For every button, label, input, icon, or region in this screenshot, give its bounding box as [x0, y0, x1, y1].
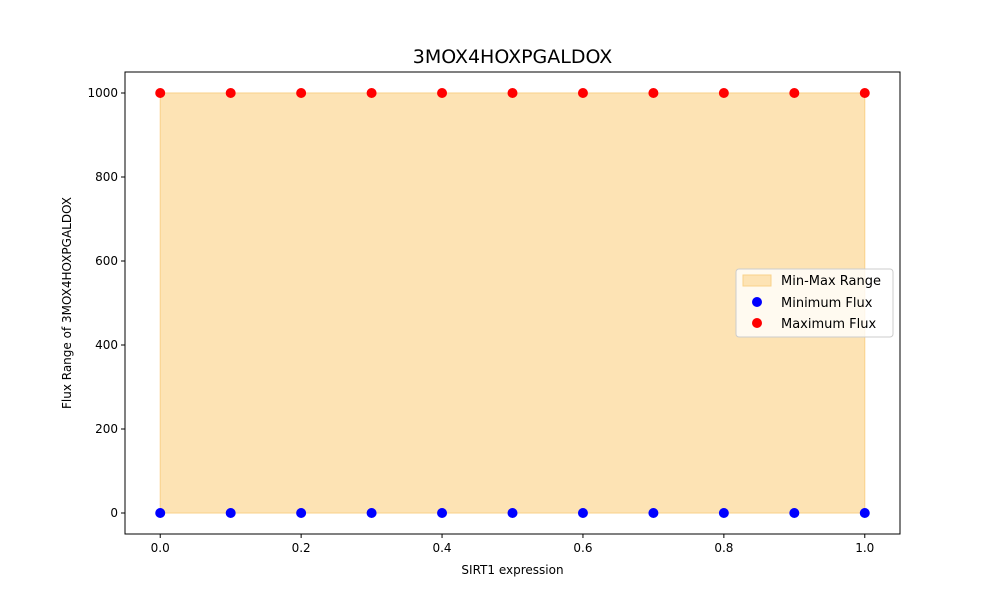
minimum-flux-point-10	[859, 508, 870, 518]
chart-title: 3MOX4HOXPGALDOX	[413, 46, 613, 68]
legend-fill-swatch	[742, 274, 772, 287]
maximum-flux-point-5	[507, 88, 518, 98]
x-tick-label-3: 0.6	[573, 541, 592, 555]
y-axis-label: Flux Range of 3MOX4HOXPGALDOX	[60, 197, 74, 409]
minimum-flux-point-0	[155, 508, 166, 518]
legend-marker-minimum-flux	[752, 297, 762, 307]
maximum-flux-point-7	[648, 88, 659, 98]
axes-frame	[124, 71, 901, 535]
maximum-flux-point-8	[718, 88, 729, 98]
x-axis-label: SIRT1 expression	[461, 563, 563, 577]
y-tick-label-2: 400	[95, 338, 118, 352]
maximum-flux-point-0	[155, 88, 166, 98]
minimum-flux-point-4	[437, 508, 448, 518]
legend-frame	[735, 268, 894, 338]
minimum-flux-point-1	[225, 508, 236, 518]
maximum-flux-point-6	[577, 88, 588, 98]
minimum-flux-point-2	[296, 508, 307, 518]
minimum-flux-point-9	[789, 508, 800, 518]
x-tick-label-5: 1.0	[855, 541, 874, 555]
x-tick-label-4: 0.8	[714, 541, 733, 555]
x-tick-label-1: 0.2	[292, 541, 311, 555]
legend: Min-Max Range Minimum Flux Maximum Flux	[735, 268, 894, 338]
y-tick-label-5: 1000	[87, 86, 118, 100]
maximum-flux-point-4	[437, 88, 448, 98]
legend-marker-maximum-flux	[752, 318, 762, 328]
plot-area	[124, 71, 901, 535]
minimum-flux-point-6	[577, 508, 588, 518]
minimum-flux-point-3	[366, 508, 377, 518]
y-tick-label-4: 800	[95, 170, 118, 184]
maximum-flux-point-3	[366, 88, 377, 98]
x-tick-label-2: 0.4	[432, 541, 451, 555]
minimum-flux-point-8	[718, 508, 729, 518]
minimum-flux-point-7	[648, 508, 659, 518]
legend-label-maximum-flux: Maximum Flux	[781, 317, 877, 332]
y-tick-label-3: 600	[95, 254, 118, 268]
legend-label-min-max-range: Min-Max Range	[781, 274, 881, 289]
maximum-flux-point-1	[225, 88, 236, 98]
y-tick-label-1: 200	[95, 422, 118, 436]
x-tick-label-0: 0.0	[151, 541, 170, 555]
y-axis: 0 200 400 600 800 1000	[87, 86, 125, 520]
data-points-layer	[155, 88, 870, 518]
maximum-flux-point-2	[296, 88, 307, 98]
maximum-flux-point-10	[859, 88, 870, 98]
minimum-flux-point-5	[507, 508, 518, 518]
maximum-flux-point-9	[789, 88, 800, 98]
x-axis: 0.0 0.2 0.4 0.6 0.8 1.0	[151, 534, 874, 555]
legend-label-minimum-flux: Minimum Flux	[781, 296, 873, 311]
y-tick-label-0: 0	[110, 506, 118, 520]
